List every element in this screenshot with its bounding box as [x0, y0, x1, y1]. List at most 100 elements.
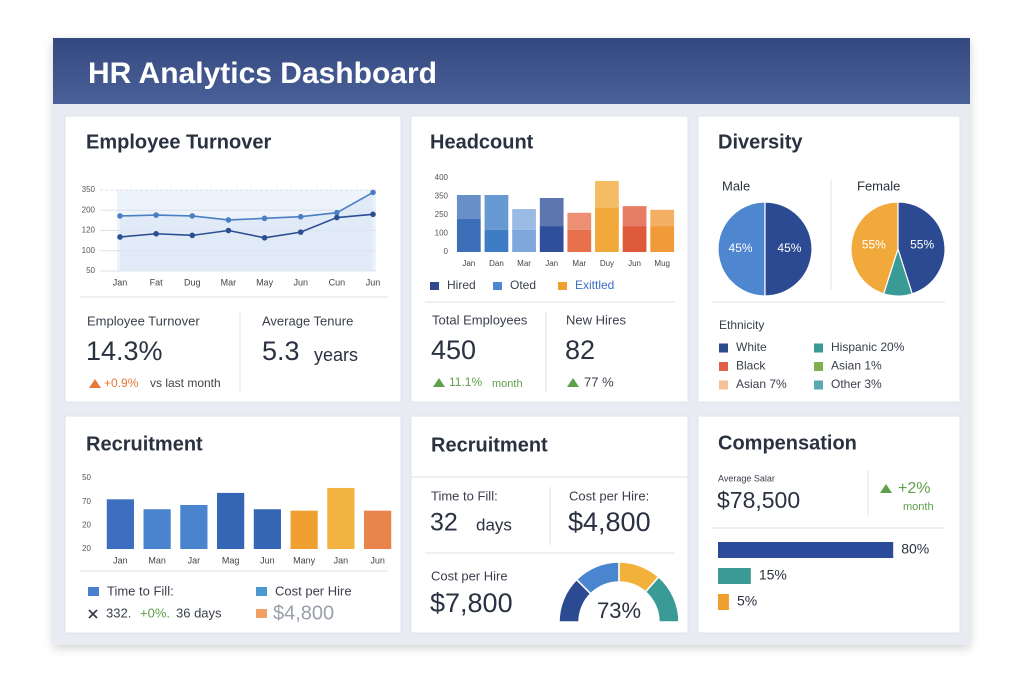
bar: [217, 492, 245, 549]
bar: [143, 509, 171, 549]
kpi-value: 5.3: [262, 336, 300, 366]
bar: [327, 487, 355, 549]
point: [297, 229, 304, 235]
dashboard-title: HR Analytics Dashboard: [88, 57, 437, 90]
x-tick-label: Fat: [150, 277, 164, 287]
legend-swatch: [814, 362, 823, 371]
bar-segment: [512, 209, 536, 230]
x-tick-label: May: [256, 277, 274, 287]
pie-label: 45%: [777, 241, 801, 255]
kpi-change: +2%: [898, 480, 930, 497]
legend-label: Time to Fill:: [107, 583, 174, 598]
kpi-label: Cost per Hire:: [569, 488, 649, 503]
pie-slice: [764, 201, 813, 297]
kpi-value: 82: [565, 335, 595, 365]
close-icon: [88, 609, 98, 619]
legend-swatch: [558, 282, 567, 290]
x-tick-label: Jun: [293, 277, 308, 287]
legend-title: Ethnicity: [719, 318, 764, 332]
pie-label: 45%: [729, 241, 753, 255]
card-title: Recruitment: [431, 434, 548, 456]
y-tick-label: 20: [82, 544, 91, 553]
stat: $4,800: [273, 602, 334, 624]
point: [117, 234, 123, 240]
y-tick-label: 100: [82, 246, 96, 255]
pie-label: 55%: [862, 237, 886, 251]
card-title: Employee Turnover: [86, 131, 271, 153]
bar-segment: [567, 229, 592, 252]
y-tick-label: 350: [82, 185, 96, 194]
x-tick-label: Mar: [221, 277, 237, 287]
stat: 332.: [106, 605, 131, 620]
x-tick-label: Duy: [600, 259, 614, 268]
y-tick-label: 100: [435, 229, 449, 238]
bar-segment: [512, 229, 536, 252]
bar-segment: [456, 195, 481, 219]
x-tick-label: Mag: [222, 555, 240, 565]
y-tick-label: 350: [435, 192, 449, 201]
kpi-label: Average Tenure: [262, 313, 353, 328]
bar-segment: [595, 180, 619, 208]
bar-label: 80%: [901, 541, 929, 557]
kpi-unit: days: [476, 515, 512, 534]
bar: [364, 510, 392, 549]
legend-label: Black: [736, 359, 766, 373]
kpi-change: +0.9%: [104, 376, 139, 390]
area: [120, 192, 373, 271]
line: [119, 213, 374, 239]
kpi-label: Time to Fill:: [431, 488, 498, 503]
point: [189, 213, 196, 219]
pie-slice: [717, 201, 766, 297]
legend-label: Other 3%: [831, 377, 882, 391]
kpi-value: $78,500: [717, 487, 800, 513]
kpi-label: Average Salar: [718, 473, 775, 483]
legend-label: Exittled: [575, 278, 614, 292]
point: [189, 232, 196, 239]
bar: [180, 504, 208, 549]
legend-swatch: [88, 587, 99, 596]
y-tick-label: 70: [82, 497, 91, 506]
x-tick-label: Man: [148, 555, 166, 565]
x-tick-label: Jun: [366, 277, 381, 287]
bar-segment: [539, 197, 564, 227]
kpi-change: 77 %: [584, 374, 614, 389]
bar-label: 5%: [737, 593, 757, 609]
x-tick-label: Jan: [113, 555, 128, 565]
legend-label: Oted: [510, 278, 536, 292]
pie-slice: [897, 201, 946, 295]
kpi-value: 32: [430, 509, 458, 537]
gauge-segment: [644, 575, 680, 623]
kpi-value: 14.3%: [86, 336, 163, 366]
y-tick-label: 50: [86, 266, 95, 275]
bar-segment: [456, 218, 481, 252]
pie-slice: [850, 201, 899, 295]
y-tick-label: 20: [82, 520, 91, 529]
kpi-label: Cost per Hire: [431, 568, 508, 583]
point: [153, 230, 159, 237]
legend-label: Hispanic 20%: [831, 340, 905, 354]
y-tick-label: 50: [82, 473, 91, 482]
legend-label: Asian 7%: [736, 377, 787, 391]
card-title: Compensation: [718, 432, 857, 454]
y-tick-label: 200: [82, 205, 96, 214]
bar: [106, 499, 134, 549]
point: [225, 227, 232, 234]
x-tick-label: Dan: [489, 259, 504, 268]
kpi-note: month: [492, 378, 523, 390]
kpi-unit: years: [314, 345, 358, 365]
legend-swatch: [719, 362, 728, 371]
bar-segment: [650, 209, 675, 227]
up-arrow: [567, 378, 579, 387]
card: [410, 115, 689, 403]
bar-segment: [595, 207, 619, 252]
bar-segment: [539, 226, 564, 252]
kpi-label: Total Employees: [432, 312, 528, 327]
bar-segment: [650, 226, 675, 252]
kpi-change: 11.1%: [449, 375, 482, 389]
kpi-note: vs last month: [150, 376, 221, 390]
stat: +0%.: [140, 605, 170, 620]
card: [697, 415, 961, 634]
header-bar: [53, 38, 970, 104]
pie-title: Female: [857, 178, 900, 193]
x-tick-label: Jun: [370, 555, 385, 565]
